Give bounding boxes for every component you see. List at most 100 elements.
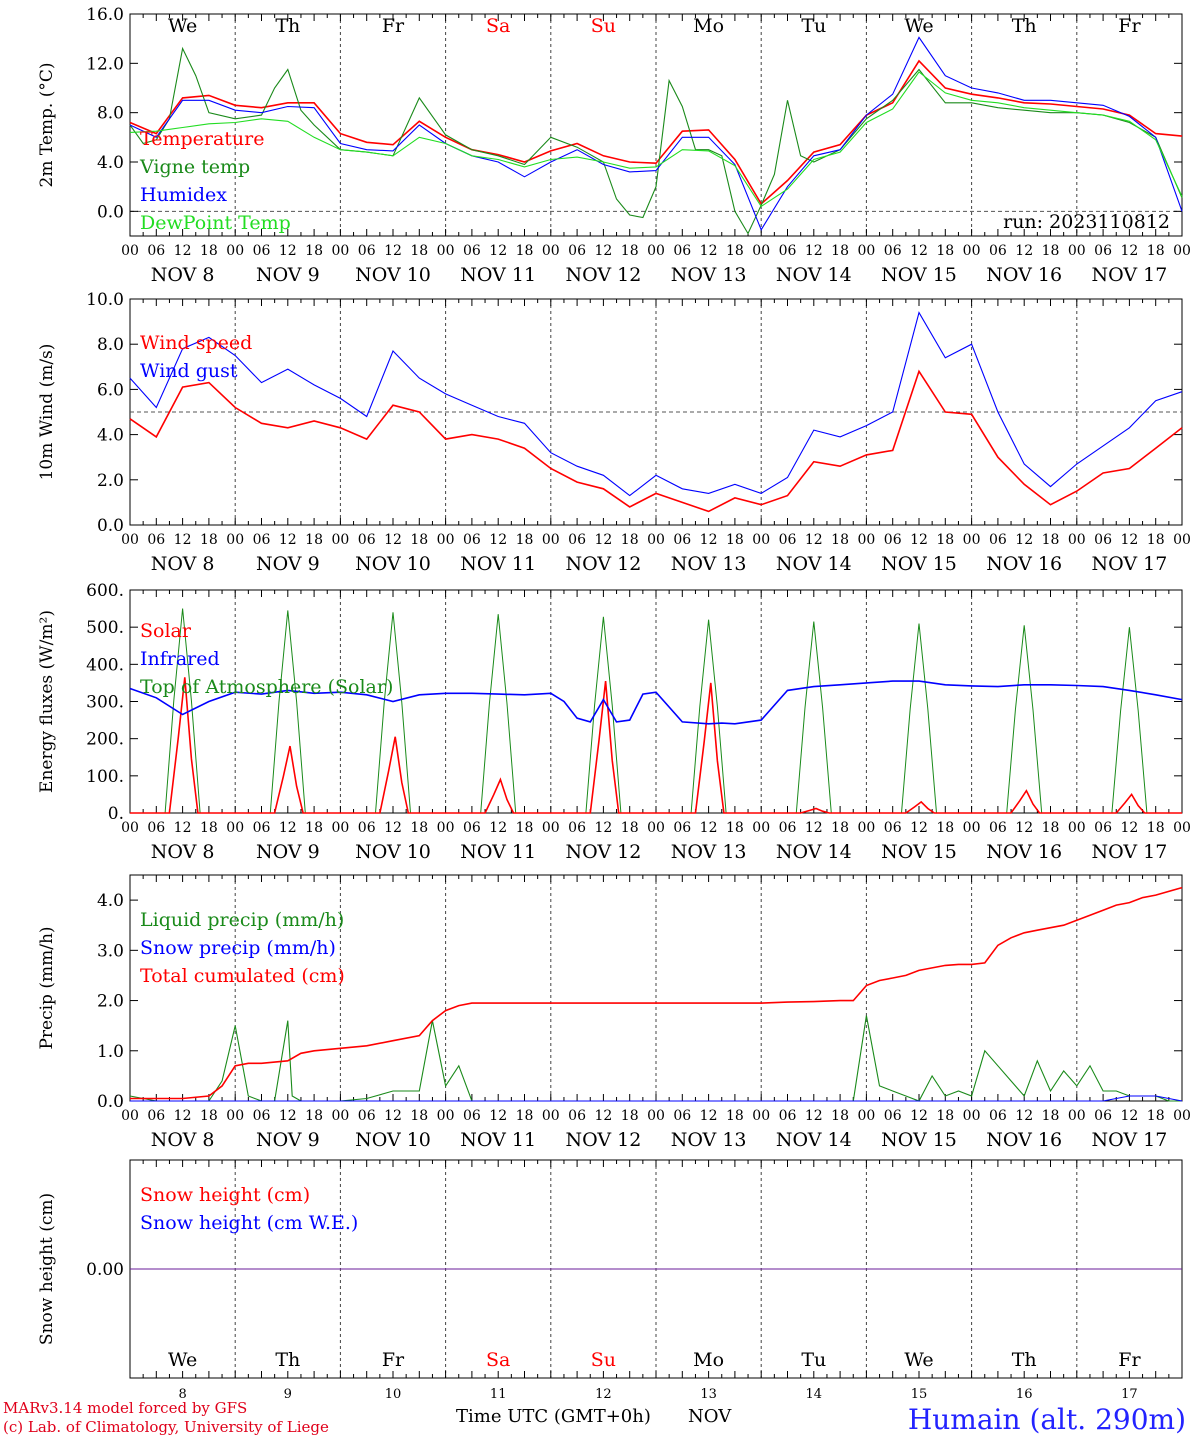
- legend-entry: Snow precip (mm/h): [140, 937, 336, 959]
- hour-tick-label: 18: [621, 243, 639, 259]
- date-label: NOV 14: [776, 264, 852, 286]
- hour-tick-label: 12: [489, 532, 507, 548]
- hour-tick-label: 12: [1120, 820, 1138, 836]
- hour-tick-label: 00: [963, 243, 981, 259]
- y-tick-label: 12.0: [86, 54, 124, 74]
- hour-tick-label: 00: [1173, 532, 1191, 548]
- hour-tick-label: 06: [673, 820, 691, 836]
- y-tick-label: 16.0: [86, 5, 124, 25]
- series-wind-speed: [129, 369, 1183, 513]
- hour-tick-label: 00: [1173, 820, 1191, 836]
- series-snow-precip-mm-h-: [130, 1095, 1183, 1102]
- date-label: NOV 8: [151, 1129, 215, 1151]
- panel-2: 0.0 2.0 4.0 6.0 8.0 10.0 10m Wind (m/s) Wind sp…: [37, 290, 1191, 575]
- hour-tick-label: 18: [410, 243, 428, 259]
- y-tick-label: 10.0: [86, 290, 124, 310]
- y-tick-label: 200.: [86, 730, 124, 750]
- hour-tick-label: 18: [726, 532, 744, 548]
- panel-3: 0. 100. 200. 300. 400. 500. 600. Energy fluxes …: [37, 581, 1191, 863]
- date-label: NOV 9: [256, 553, 320, 575]
- y-tick-label: 100.: [86, 767, 124, 787]
- hour-tick-label: 18: [1147, 820, 1165, 836]
- date-number: 12: [595, 1387, 612, 1402]
- legend-entry: Top of Atmosphere (Solar): [140, 676, 393, 698]
- hour-tick-label: 00: [1173, 243, 1191, 259]
- hour-tick-label: 12: [594, 820, 612, 836]
- hour-tick-label: 18: [200, 820, 218, 836]
- date-label: NOV 10: [355, 841, 431, 863]
- hour-tick-label: 00: [226, 1108, 244, 1124]
- hour-tick-label: 06: [673, 532, 691, 548]
- hour-tick-label: 12: [489, 243, 507, 259]
- hour-tick-label: 00: [226, 243, 244, 259]
- hour-tick-label: 06: [884, 1108, 902, 1124]
- hour-tick-label: 00: [121, 532, 139, 548]
- y-axis-label: Precip (mm/h): [37, 926, 57, 1049]
- hour-tick-label: 06: [253, 820, 271, 836]
- hour-tick-label: 18: [516, 820, 534, 836]
- hour-tick-label: 06: [358, 532, 376, 548]
- hour-tick-label: 00: [121, 243, 139, 259]
- hour-tick-label: 12: [1015, 820, 1033, 836]
- hour-tick-label: 12: [805, 243, 823, 259]
- y-axis-label: 10m Wind (m/s): [37, 344, 57, 481]
- hour-tick-label: 18: [305, 243, 323, 259]
- hour-tick-label: 00: [752, 1108, 770, 1124]
- date-number: 14: [806, 1387, 823, 1402]
- hour-tick-label: 00: [963, 532, 981, 548]
- hour-tick-label: 12: [910, 820, 928, 836]
- hour-tick-label: 12: [805, 1108, 823, 1124]
- y-tick-label: 600.: [86, 581, 124, 601]
- day-name: Th: [275, 1349, 300, 1371]
- legend-entry: Snow height (cm): [140, 1184, 310, 1206]
- hour-tick-label: 12: [594, 1108, 612, 1124]
- y-tick-label: 1.0: [97, 1042, 124, 1062]
- hour-tick-label: 00: [437, 243, 455, 259]
- hour-tick-label: 12: [384, 820, 402, 836]
- series-vigne-temp: [129, 46, 1183, 235]
- date-label: NOV 11: [460, 841, 536, 863]
- hour-tick-label: 06: [463, 532, 481, 548]
- station-label: Humain (alt. 290m): [907, 1403, 1186, 1436]
- hour-tick-label: 12: [1015, 243, 1033, 259]
- hour-tick-label: 18: [200, 243, 218, 259]
- hour-tick-label: 18: [1042, 820, 1060, 836]
- y-tick-label: 3.0: [97, 941, 124, 961]
- hour-tick-label: 00: [437, 820, 455, 836]
- hour-tick-label: 00: [1068, 1108, 1086, 1124]
- hour-tick-label: 06: [779, 1108, 797, 1124]
- date-label: NOV 13: [671, 553, 747, 575]
- hour-tick-label: 12: [594, 532, 612, 548]
- hour-tick-label: 06: [253, 243, 271, 259]
- legend-entry: Wind speed: [140, 332, 252, 354]
- hour-tick-label: 18: [936, 820, 954, 836]
- hour-tick-label: 12: [384, 243, 402, 259]
- hour-tick-label: 12: [1120, 243, 1138, 259]
- hour-tick-label: 00: [226, 820, 244, 836]
- hour-tick-label: 06: [147, 1108, 165, 1124]
- legend-entry: Temperature: [140, 128, 264, 150]
- month-label: NOV: [688, 1406, 732, 1427]
- hour-tick-label: 00: [857, 243, 875, 259]
- y-tick-label: 0.00: [86, 1260, 124, 1280]
- y-axis-label: Snow height (cm): [37, 1193, 57, 1345]
- day-name: Fr: [1118, 15, 1141, 37]
- day-name: We: [904, 1349, 933, 1371]
- day-name: Sa: [486, 1349, 510, 1371]
- hour-tick-label: 18: [305, 820, 323, 836]
- series-liquid-precip-mm-h-: [129, 1015, 1182, 1102]
- hour-tick-label: 12: [279, 1108, 297, 1124]
- hour-tick-label: 12: [174, 532, 192, 548]
- day-name: Su: [591, 1349, 616, 1371]
- hour-tick-label: 00: [542, 243, 560, 259]
- hour-tick-label: 06: [147, 532, 165, 548]
- hour-tick-label: 00: [331, 820, 349, 836]
- day-name: Th: [275, 15, 300, 37]
- day-name: Mo: [693, 1349, 724, 1371]
- date-label: NOV 15: [881, 553, 957, 575]
- day-name: We: [904, 15, 933, 37]
- series-wind-gust: [129, 311, 1183, 497]
- hour-tick-label: 12: [700, 532, 718, 548]
- lab-credit: (c) Lab. of Climatology, University of L…: [3, 1418, 329, 1436]
- hour-tick-label: 18: [305, 1108, 323, 1124]
